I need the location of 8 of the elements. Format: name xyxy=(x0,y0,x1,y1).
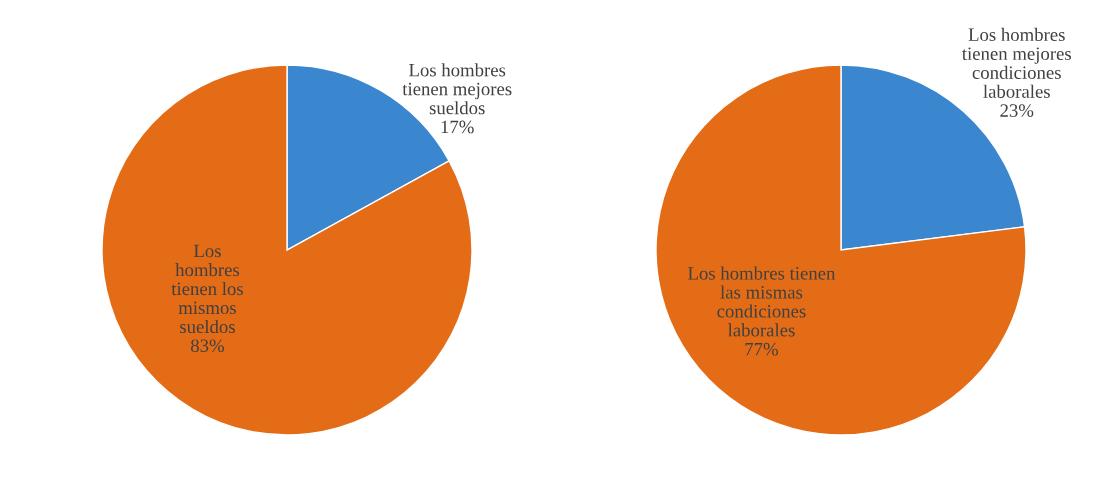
slice-label: Los hombres tienen los mismos sueldos xyxy=(171,244,243,334)
data-label: 83% xyxy=(190,339,224,353)
data-label: 23% xyxy=(1000,104,1034,117)
slice-label: Los hombres tienen mejores condiciones laborales xyxy=(962,27,1071,98)
data-label: 17% xyxy=(441,120,474,134)
slice-label: Los hombres tienen mejores sueldos xyxy=(402,63,512,115)
data-label: 77% xyxy=(745,342,778,356)
slice-label: Los hombres tienen las mismas condiciones laborales xyxy=(688,266,836,337)
